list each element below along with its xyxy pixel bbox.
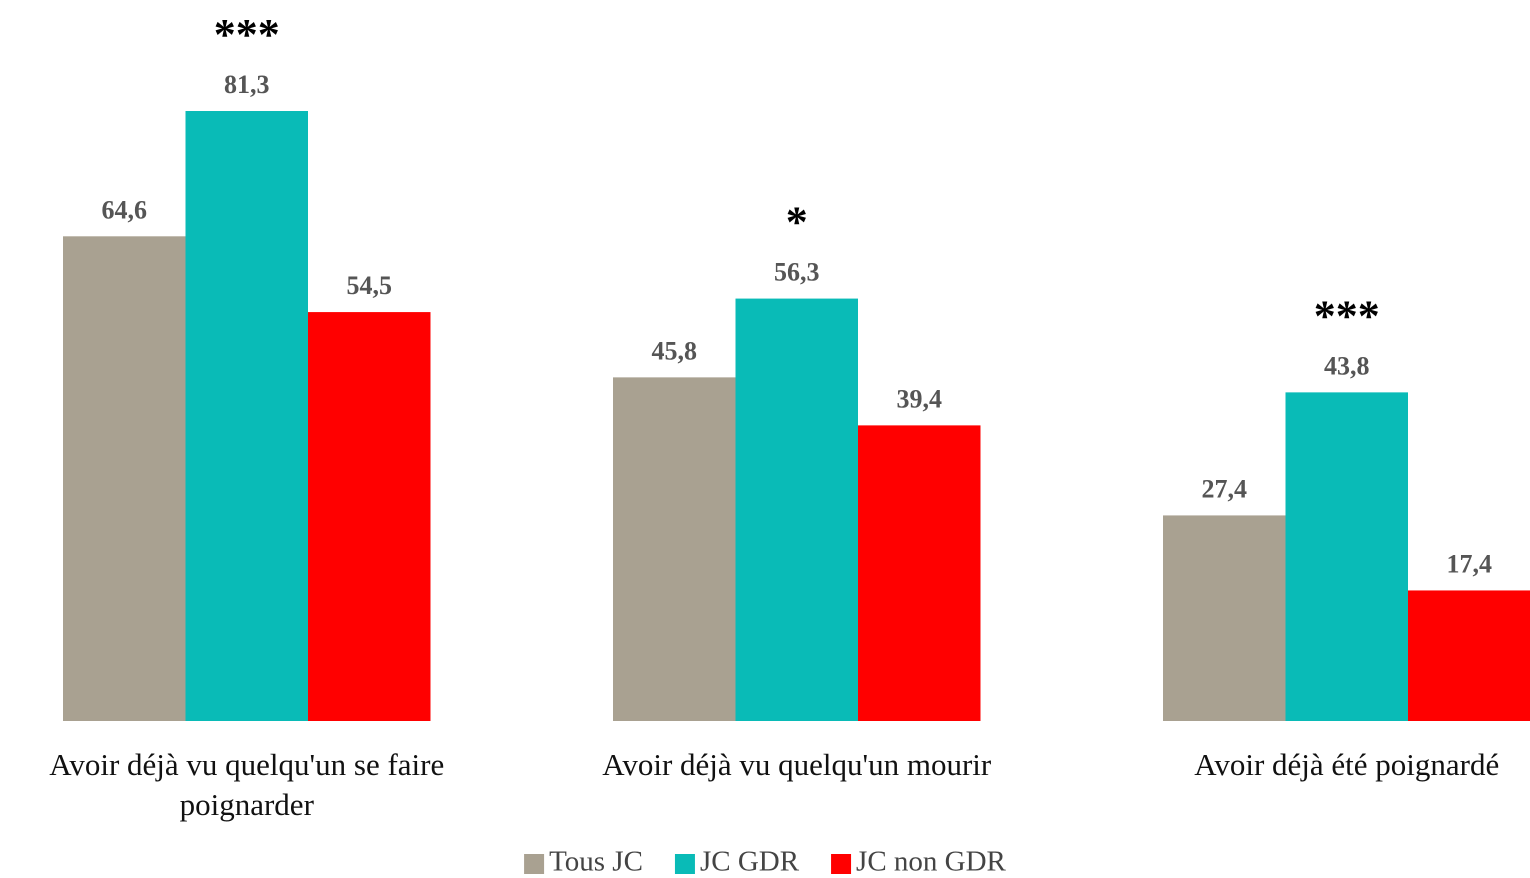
bar (858, 425, 981, 721)
bar (1408, 590, 1530, 721)
legend-swatch (524, 854, 545, 874)
significance: * (786, 198, 808, 247)
bar (1163, 515, 1286, 721)
legend-label: Tous JC (549, 846, 643, 878)
bar (1285, 392, 1408, 721)
legend-swatch (674, 854, 695, 874)
bar (613, 377, 736, 721)
value-label: 43,8 (1324, 351, 1370, 380)
bar (185, 111, 308, 721)
significance: *** (1314, 291, 1380, 340)
value-label: 64,6 (102, 195, 148, 224)
bar (63, 236, 186, 721)
category-label: Avoir déjà vu quelqu'un se faire poignar… (49, 747, 445, 822)
significance: *** (214, 10, 280, 59)
legend-swatch (831, 854, 852, 874)
value-label: 45,8 (652, 336, 698, 365)
bar (735, 298, 858, 721)
value-label: 39,4 (897, 384, 943, 413)
legend-label: JC GDR (700, 846, 800, 878)
value-label: 54,5 (347, 271, 393, 300)
legend-label: JC non GDR (856, 846, 1007, 878)
value-label: 81,3 (224, 70, 270, 99)
category-label: Avoir déjà été poignardé (1194, 747, 1500, 782)
value-label: 56,3 (774, 258, 820, 287)
bar (308, 312, 431, 721)
value-label: 27,4 (1202, 474, 1248, 503)
value-label: 17,4 (1447, 549, 1493, 578)
category-label: Avoir déjà vu quelqu'un mourir (602, 747, 992, 782)
